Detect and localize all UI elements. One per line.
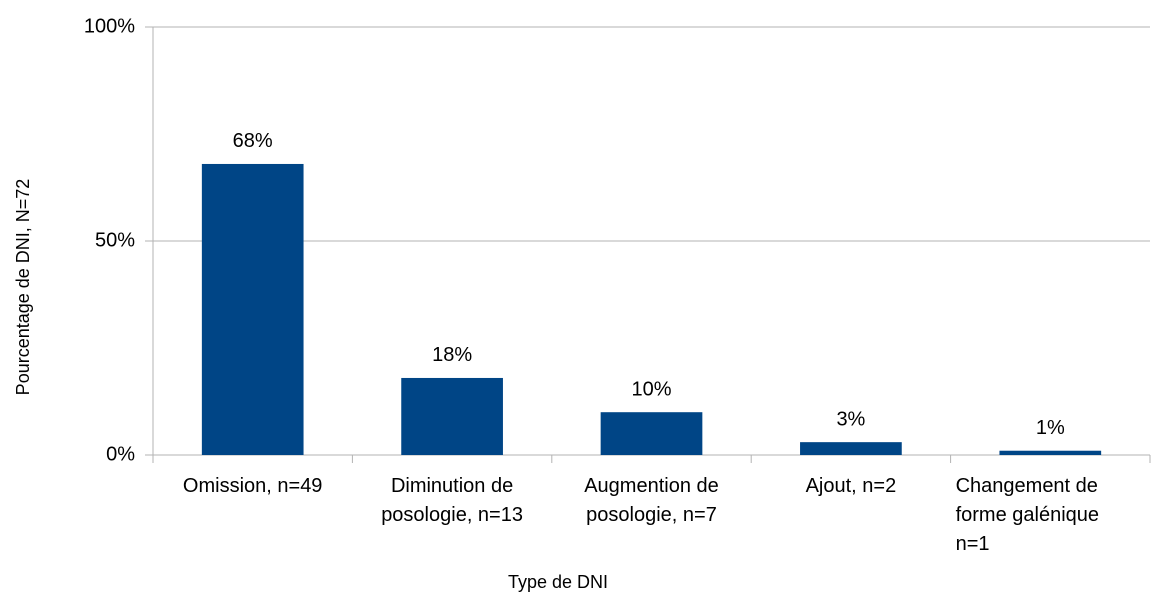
data-label: 3% xyxy=(836,408,865,430)
x-tick-label: Changement de forme galénique n=1 xyxy=(955,475,1100,555)
data-label: 1% xyxy=(1036,417,1065,439)
data-label: 10% xyxy=(631,378,671,400)
x-tick-label: Omission, n=49 xyxy=(182,475,323,497)
y-axis-label: Pourcentage de DNI, N=72 xyxy=(13,179,33,396)
bar xyxy=(201,163,304,455)
x-tick-label: Diminution de posologie, n=13 xyxy=(381,475,523,526)
bar xyxy=(800,442,902,455)
x-tick-label: Ajout, n=2 xyxy=(805,475,897,497)
x-axis-label: Type de DNI xyxy=(508,572,608,592)
data-label: 68% xyxy=(233,130,273,152)
x-tick-label: Augmention de posologie, n=7 xyxy=(584,475,719,526)
y-tick-label: 50% xyxy=(95,229,135,251)
bar xyxy=(401,377,503,455)
data-label: 18% xyxy=(432,344,472,366)
bar xyxy=(600,412,703,455)
y-tick-label: 100% xyxy=(84,15,135,37)
y-tick-label: 0% xyxy=(106,443,135,465)
bar xyxy=(999,450,1102,455)
